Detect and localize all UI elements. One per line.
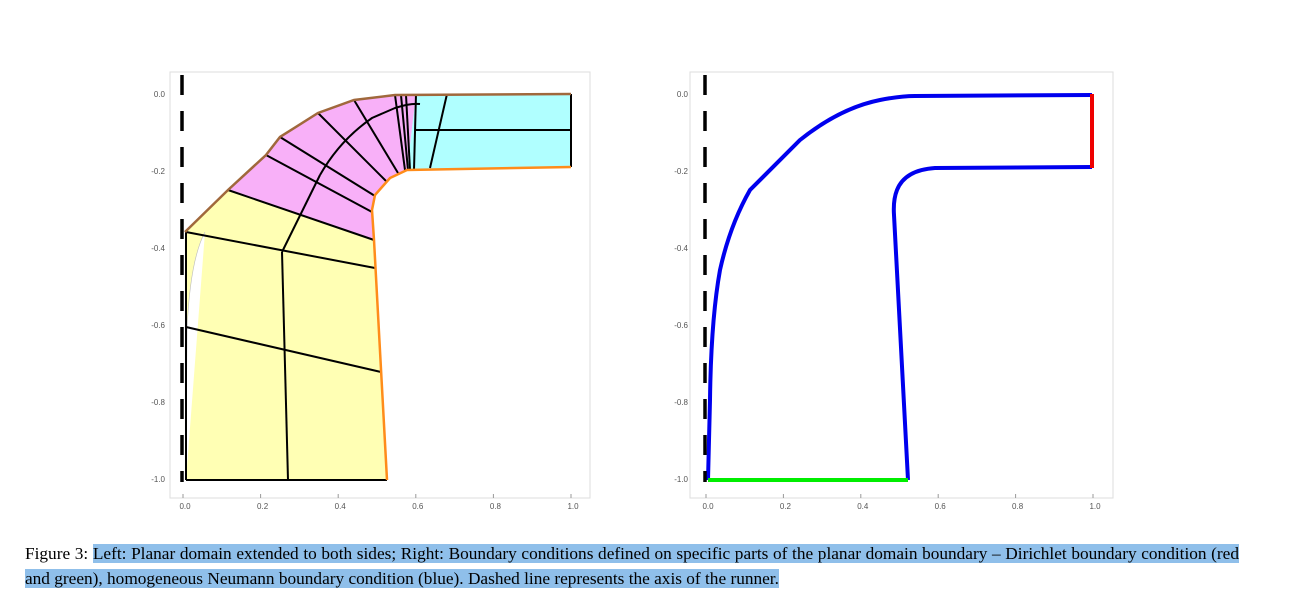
outer-boundary xyxy=(184,92,572,233)
x-tick-label: 0.2 xyxy=(780,502,792,511)
pink-region xyxy=(228,94,416,240)
y-tick-label: 0.0 xyxy=(677,90,689,99)
x-tick-label: 0.6 xyxy=(935,502,947,511)
y-tick-label: -0.4 xyxy=(151,244,165,253)
gap-curve xyxy=(185,231,206,481)
right-frame xyxy=(689,71,1114,499)
caption: Figure 3: Left: Planar domain extended t… xyxy=(25,541,1239,591)
mesh xyxy=(185,93,572,481)
y-tick-label: -0.2 xyxy=(151,167,165,176)
y-tick-label: -1.0 xyxy=(151,475,165,484)
y-tick-label: 0.0 xyxy=(154,90,166,99)
y-tick-label: -0.6 xyxy=(674,321,688,330)
x-tick-label: 0.8 xyxy=(490,502,502,511)
y-tick-label: -1.0 xyxy=(674,475,688,484)
y-tick-label: -0.6 xyxy=(151,321,165,330)
y-tick-label: -0.8 xyxy=(151,398,165,407)
neumann-outer xyxy=(706,93,1093,481)
x-tick-label: 1.0 xyxy=(1089,502,1101,511)
left-frame xyxy=(169,71,591,499)
neumann-inner xyxy=(891,165,1093,481)
x-tick-label: 1.0 xyxy=(567,502,579,511)
y-tick-label: -0.8 xyxy=(674,398,688,407)
caption-text: Left: Planar domain extended to both sid… xyxy=(25,544,1239,588)
caption-label: Figure 3: xyxy=(25,544,89,563)
figure: 0.0 0.2 0.4 0.6 0.8 1.0 0.0 -0.2 -0.4 -0.6 -0.8 -1.… xyxy=(151,71,1114,511)
x-tick-label: 0.6 xyxy=(412,502,424,511)
cyan-region xyxy=(407,94,571,170)
inner-boundary xyxy=(370,165,572,481)
y-tick-label: -0.2 xyxy=(674,167,688,176)
x-tick-label: 0.0 xyxy=(702,502,714,511)
x-tick-label: 0.4 xyxy=(857,502,869,511)
x-tick-label: 0.0 xyxy=(179,502,191,511)
x-tick-label: 0.2 xyxy=(257,502,269,511)
x-tick-label: 0.4 xyxy=(335,502,347,511)
yellow-region xyxy=(186,190,387,480)
y-tick-label: -0.4 xyxy=(674,244,688,253)
x-tick-label: 0.8 xyxy=(1012,502,1024,511)
